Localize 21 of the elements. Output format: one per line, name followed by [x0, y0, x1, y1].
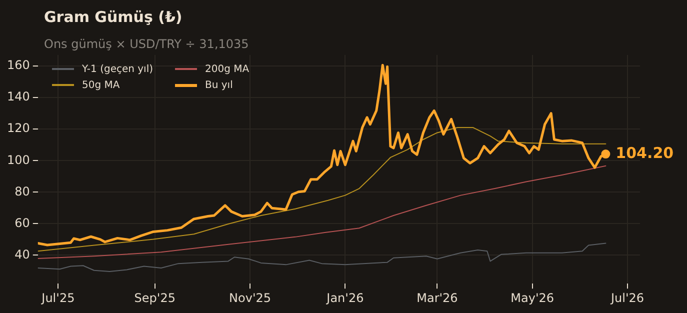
legend-label: Bu yıl: [205, 80, 233, 90]
x-tick-label: Jul'25: [40, 290, 75, 305]
x-tick-label: Jan'26: [326, 290, 364, 305]
y-tick-label: 160: [7, 58, 30, 72]
legend-label: 200g MA: [205, 64, 250, 74]
legend-label: Y-1 (geçen yıl): [82, 64, 154, 74]
x-tick-label: Mar'26: [416, 290, 458, 305]
y-tick-label: 80: [14, 184, 30, 198]
y-tick-label: 120: [7, 121, 30, 136]
y-tick-label: 60: [14, 216, 30, 230]
x-tick-label: Nov'25: [229, 290, 272, 305]
annotation: 104.20: [616, 144, 674, 162]
legend-label: 50g MA: [82, 80, 120, 90]
y-tick-label: 40: [14, 247, 30, 262]
x-tick-label: Jul'26: [610, 290, 644, 305]
chart-title: Gram Gümüş (₺): [44, 8, 182, 26]
y-tick-label: 100: [7, 152, 30, 167]
chart-subtitle: Ons gümüş × USD/TRY ÷ 31,1035: [44, 37, 249, 51]
x-tick-label: Sep'25: [134, 290, 176, 305]
x-tick-label: May'26: [510, 290, 554, 305]
y-tick-label: 140: [7, 90, 30, 104]
